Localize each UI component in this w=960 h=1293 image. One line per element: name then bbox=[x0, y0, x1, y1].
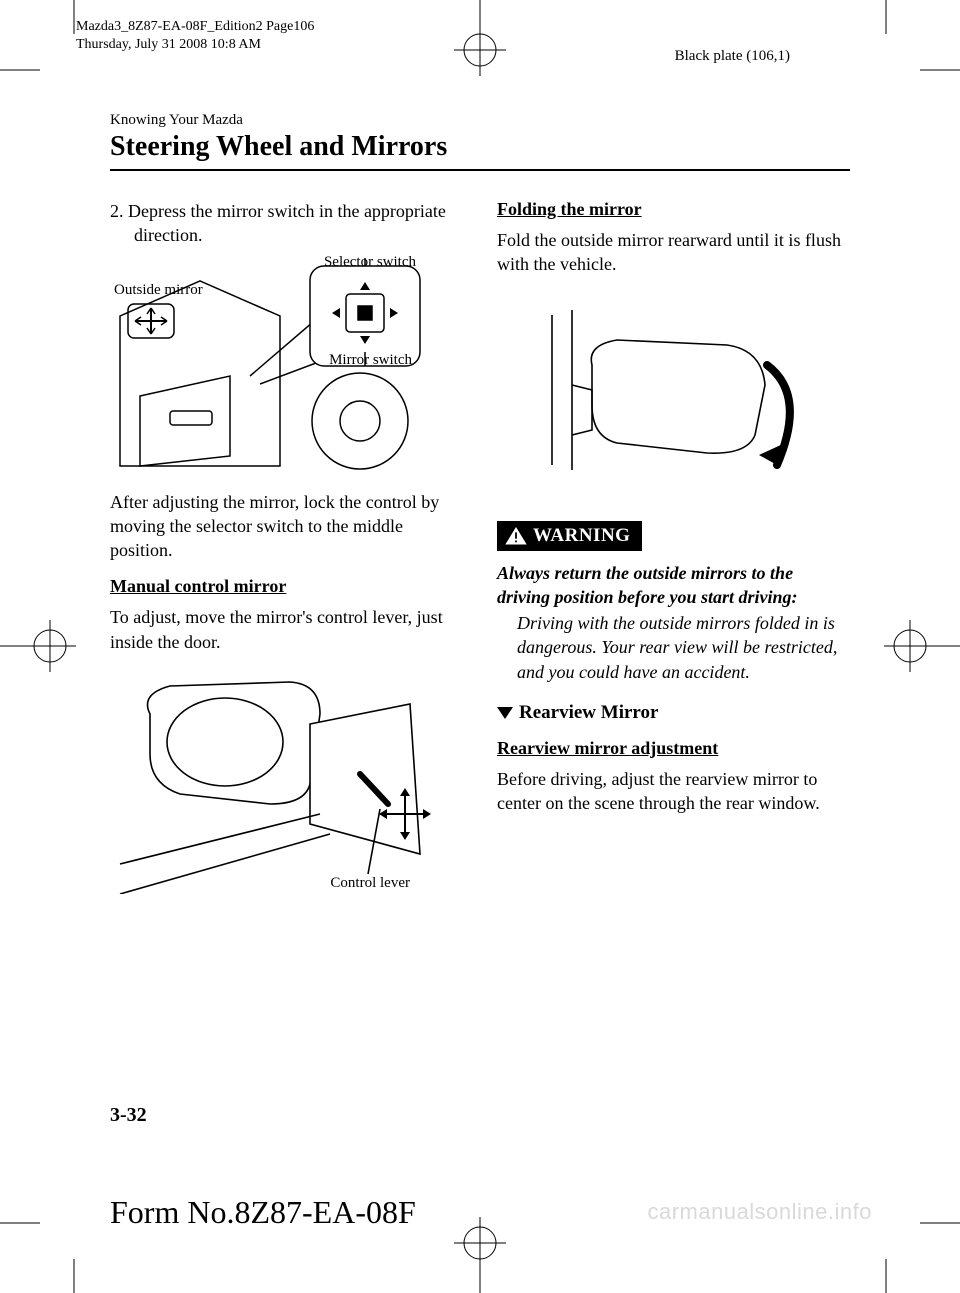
rearview-subheading: Rearview mirror adjustment bbox=[497, 738, 850, 759]
warning-header: WARNING bbox=[497, 521, 642, 551]
manual-control-body: To adjust, move the mirror's control lev… bbox=[110, 605, 463, 654]
label-control-lever: Control lever bbox=[330, 875, 410, 892]
watermark: carmanualsonline.info bbox=[647, 1199, 872, 1225]
form-number: Form No.8Z87-EA-08F bbox=[110, 1194, 416, 1231]
warning-icon bbox=[505, 527, 527, 545]
warning-box: WARNING Always return the outside mirror… bbox=[497, 521, 850, 684]
section-overline: Knowing Your Mazda bbox=[110, 112, 850, 129]
figure-control-lever: Control lever bbox=[110, 664, 440, 894]
label-selector-switch: Selector switch bbox=[324, 254, 416, 271]
left-column: 2. Depress the mirror switch in the appr… bbox=[110, 199, 463, 908]
print-meta: Mazda3_8Z87-EA-08F_Edition2 Page106 Thur… bbox=[76, 18, 314, 53]
title-rule bbox=[110, 169, 850, 171]
warning-lead: Always return the outside mirrors to the… bbox=[497, 561, 850, 610]
doc-id: Mazda3_8Z87-EA-08F_Edition2 Page106 bbox=[76, 18, 314, 36]
folding-body: Fold the outside mirror rearward until i… bbox=[497, 228, 850, 277]
folding-heading: Folding the mirror bbox=[497, 199, 850, 220]
warning-label: WARNING bbox=[533, 525, 630, 547]
rearview-body: Before driving, adjust the rearview mirr… bbox=[497, 767, 850, 816]
figure-folding-mirror bbox=[497, 295, 827, 505]
figure-mirror-switch: Outside mirror Selector switch Mirror sw… bbox=[110, 256, 440, 476]
right-column: Folding the mirror Fold the outside mirr… bbox=[497, 199, 850, 908]
step-2-text: 2. Depress the mirror switch in the appr… bbox=[110, 199, 463, 248]
doc-timestamp: Thursday, July 31 2008 10:8 AM bbox=[76, 36, 314, 54]
black-plate-label: Black plate (106,1) bbox=[675, 48, 790, 65]
rearview-heading-text: Rearview Mirror bbox=[519, 702, 658, 724]
page-content: Knowing Your Mazda Steering Wheel and Mi… bbox=[110, 112, 850, 1123]
page-number: 3-32 bbox=[110, 1104, 147, 1127]
manual-control-heading: Manual control mirror bbox=[110, 576, 463, 597]
control-lever-illustration bbox=[110, 664, 440, 894]
label-outside-mirror: Outside mirror bbox=[114, 282, 203, 299]
label-mirror-switch: Mirror switch bbox=[329, 352, 412, 369]
section-title: Steering Wheel and Mirrors bbox=[110, 131, 850, 163]
folding-mirror-illustration bbox=[497, 295, 827, 505]
warning-body: Driving with the outside mirrors folded … bbox=[517, 611, 850, 684]
after-adjust-text: After adjusting the mirror, lock the con… bbox=[110, 490, 463, 563]
rearview-heading: Rearview Mirror bbox=[497, 702, 850, 724]
